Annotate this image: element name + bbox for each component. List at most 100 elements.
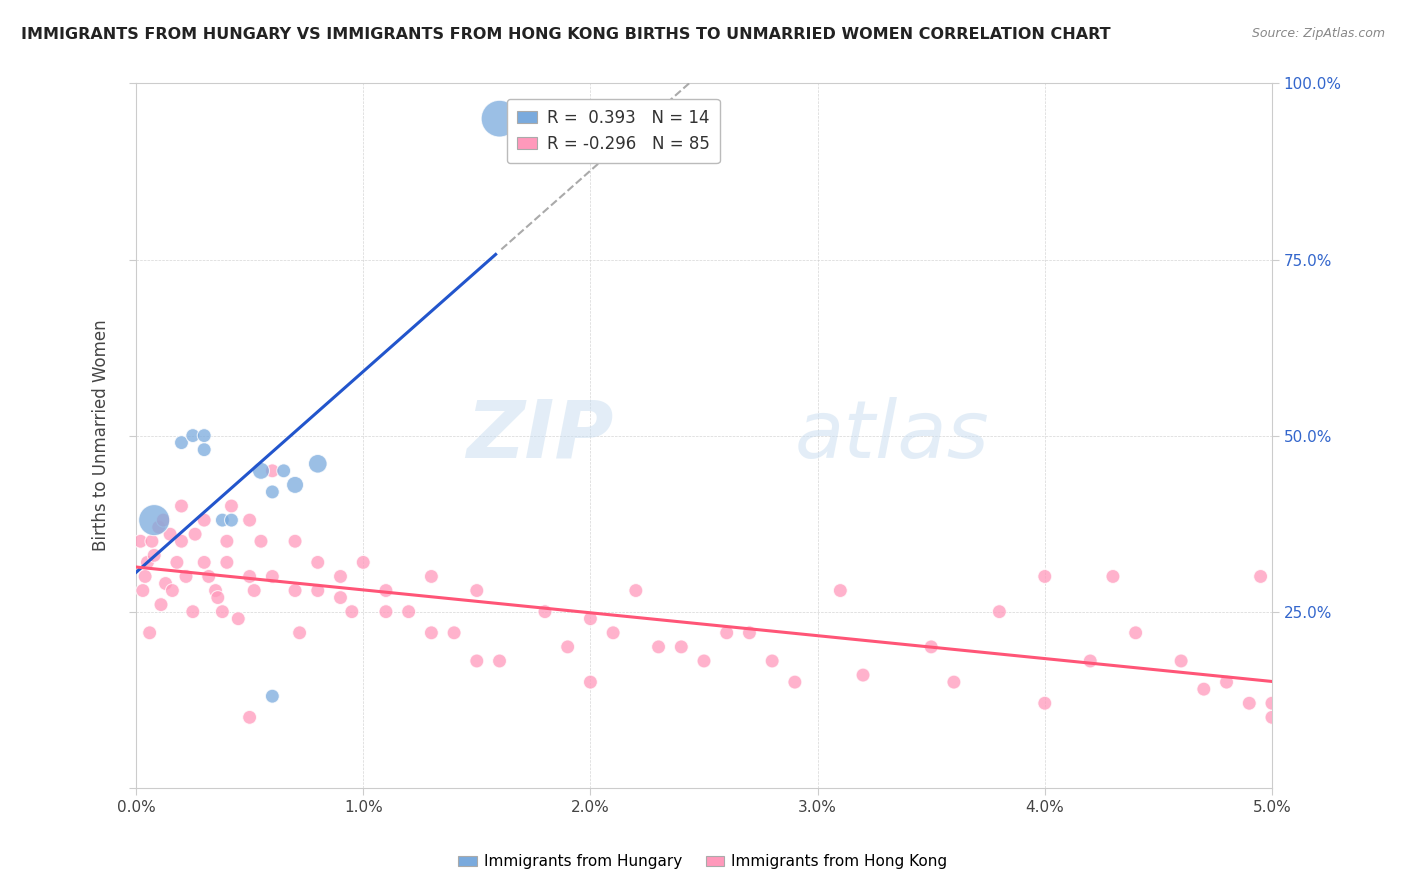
Point <box>138 625 160 640</box>
Point <box>239 569 262 583</box>
Point <box>221 513 243 527</box>
Point <box>1078 654 1101 668</box>
Point <box>204 583 226 598</box>
Point <box>141 534 163 549</box>
Point <box>488 112 510 126</box>
Point <box>307 457 329 471</box>
Point <box>239 513 262 527</box>
Point <box>262 569 284 583</box>
Point <box>262 485 284 500</box>
Point <box>143 549 166 563</box>
Point <box>284 583 307 598</box>
Point <box>420 569 443 583</box>
Point <box>465 654 488 668</box>
Point <box>329 591 352 605</box>
Point <box>170 499 193 513</box>
Text: ZIP: ZIP <box>465 397 613 475</box>
Point <box>1102 569 1125 583</box>
Point <box>239 710 262 724</box>
Point <box>716 625 738 640</box>
Point <box>207 591 229 605</box>
Point <box>1033 696 1056 710</box>
Point <box>398 605 420 619</box>
Point <box>647 640 669 654</box>
Point <box>920 640 942 654</box>
Point <box>132 583 155 598</box>
Point <box>1033 569 1056 583</box>
Point <box>579 675 602 690</box>
Point <box>250 464 273 478</box>
Point <box>250 534 273 549</box>
Point <box>152 513 174 527</box>
Point <box>162 583 184 598</box>
Point <box>136 555 159 569</box>
Point <box>1215 675 1237 690</box>
Point <box>284 478 307 492</box>
Point <box>579 612 602 626</box>
Point <box>155 576 177 591</box>
Point <box>159 527 181 541</box>
Point <box>1250 569 1272 583</box>
Point <box>211 513 233 527</box>
Point <box>1239 696 1261 710</box>
Point <box>738 625 761 640</box>
Point <box>193 513 215 527</box>
Point <box>166 555 188 569</box>
Point <box>284 534 307 549</box>
Point <box>288 625 311 640</box>
Point <box>181 605 204 619</box>
Point <box>193 555 215 569</box>
Point <box>443 625 465 640</box>
Legend: R =  0.393   N = 14, R = -0.296   N = 85: R = 0.393 N = 14, R = -0.296 N = 85 <box>506 99 720 163</box>
Point <box>534 605 557 619</box>
Point <box>170 534 193 549</box>
Point <box>329 569 352 583</box>
Point <box>693 654 716 668</box>
Point <box>671 640 693 654</box>
Point <box>602 625 624 640</box>
Point <box>852 668 875 682</box>
Point <box>1261 696 1284 710</box>
Text: IMMIGRANTS FROM HUNGARY VS IMMIGRANTS FROM HONG KONG BIRTHS TO UNMARRIED WOMEN C: IMMIGRANTS FROM HUNGARY VS IMMIGRANTS FR… <box>21 27 1111 42</box>
Point <box>624 583 647 598</box>
Point <box>374 605 396 619</box>
Point <box>134 569 156 583</box>
Point <box>340 605 363 619</box>
Point <box>184 527 207 541</box>
Point <box>262 689 284 703</box>
Point <box>181 428 204 442</box>
Point <box>374 583 396 598</box>
Point <box>273 464 295 478</box>
Point <box>783 675 806 690</box>
Point <box>761 654 783 668</box>
Point <box>1192 682 1215 697</box>
Point <box>215 534 238 549</box>
Point <box>488 654 510 668</box>
Point <box>307 583 329 598</box>
Point <box>129 534 152 549</box>
Point <box>221 499 243 513</box>
Point <box>942 675 965 690</box>
Point <box>988 605 1011 619</box>
Point <box>143 513 166 527</box>
Point <box>557 640 579 654</box>
Point <box>307 555 329 569</box>
Point <box>1170 654 1192 668</box>
Point <box>215 555 238 569</box>
Text: atlas: atlas <box>794 397 990 475</box>
Point <box>420 625 443 640</box>
Point <box>197 569 219 583</box>
Point <box>150 598 173 612</box>
Point <box>352 555 374 569</box>
Point <box>243 583 266 598</box>
Point <box>211 605 233 619</box>
Point <box>174 569 197 583</box>
Point <box>1125 625 1147 640</box>
Point <box>226 612 249 626</box>
Y-axis label: Births to Unmarried Women: Births to Unmarried Women <box>93 320 110 551</box>
Legend: Immigrants from Hungary, Immigrants from Hong Kong: Immigrants from Hungary, Immigrants from… <box>453 848 953 875</box>
Point <box>262 464 284 478</box>
Point <box>193 428 215 442</box>
Point <box>465 583 488 598</box>
Point <box>193 442 215 457</box>
